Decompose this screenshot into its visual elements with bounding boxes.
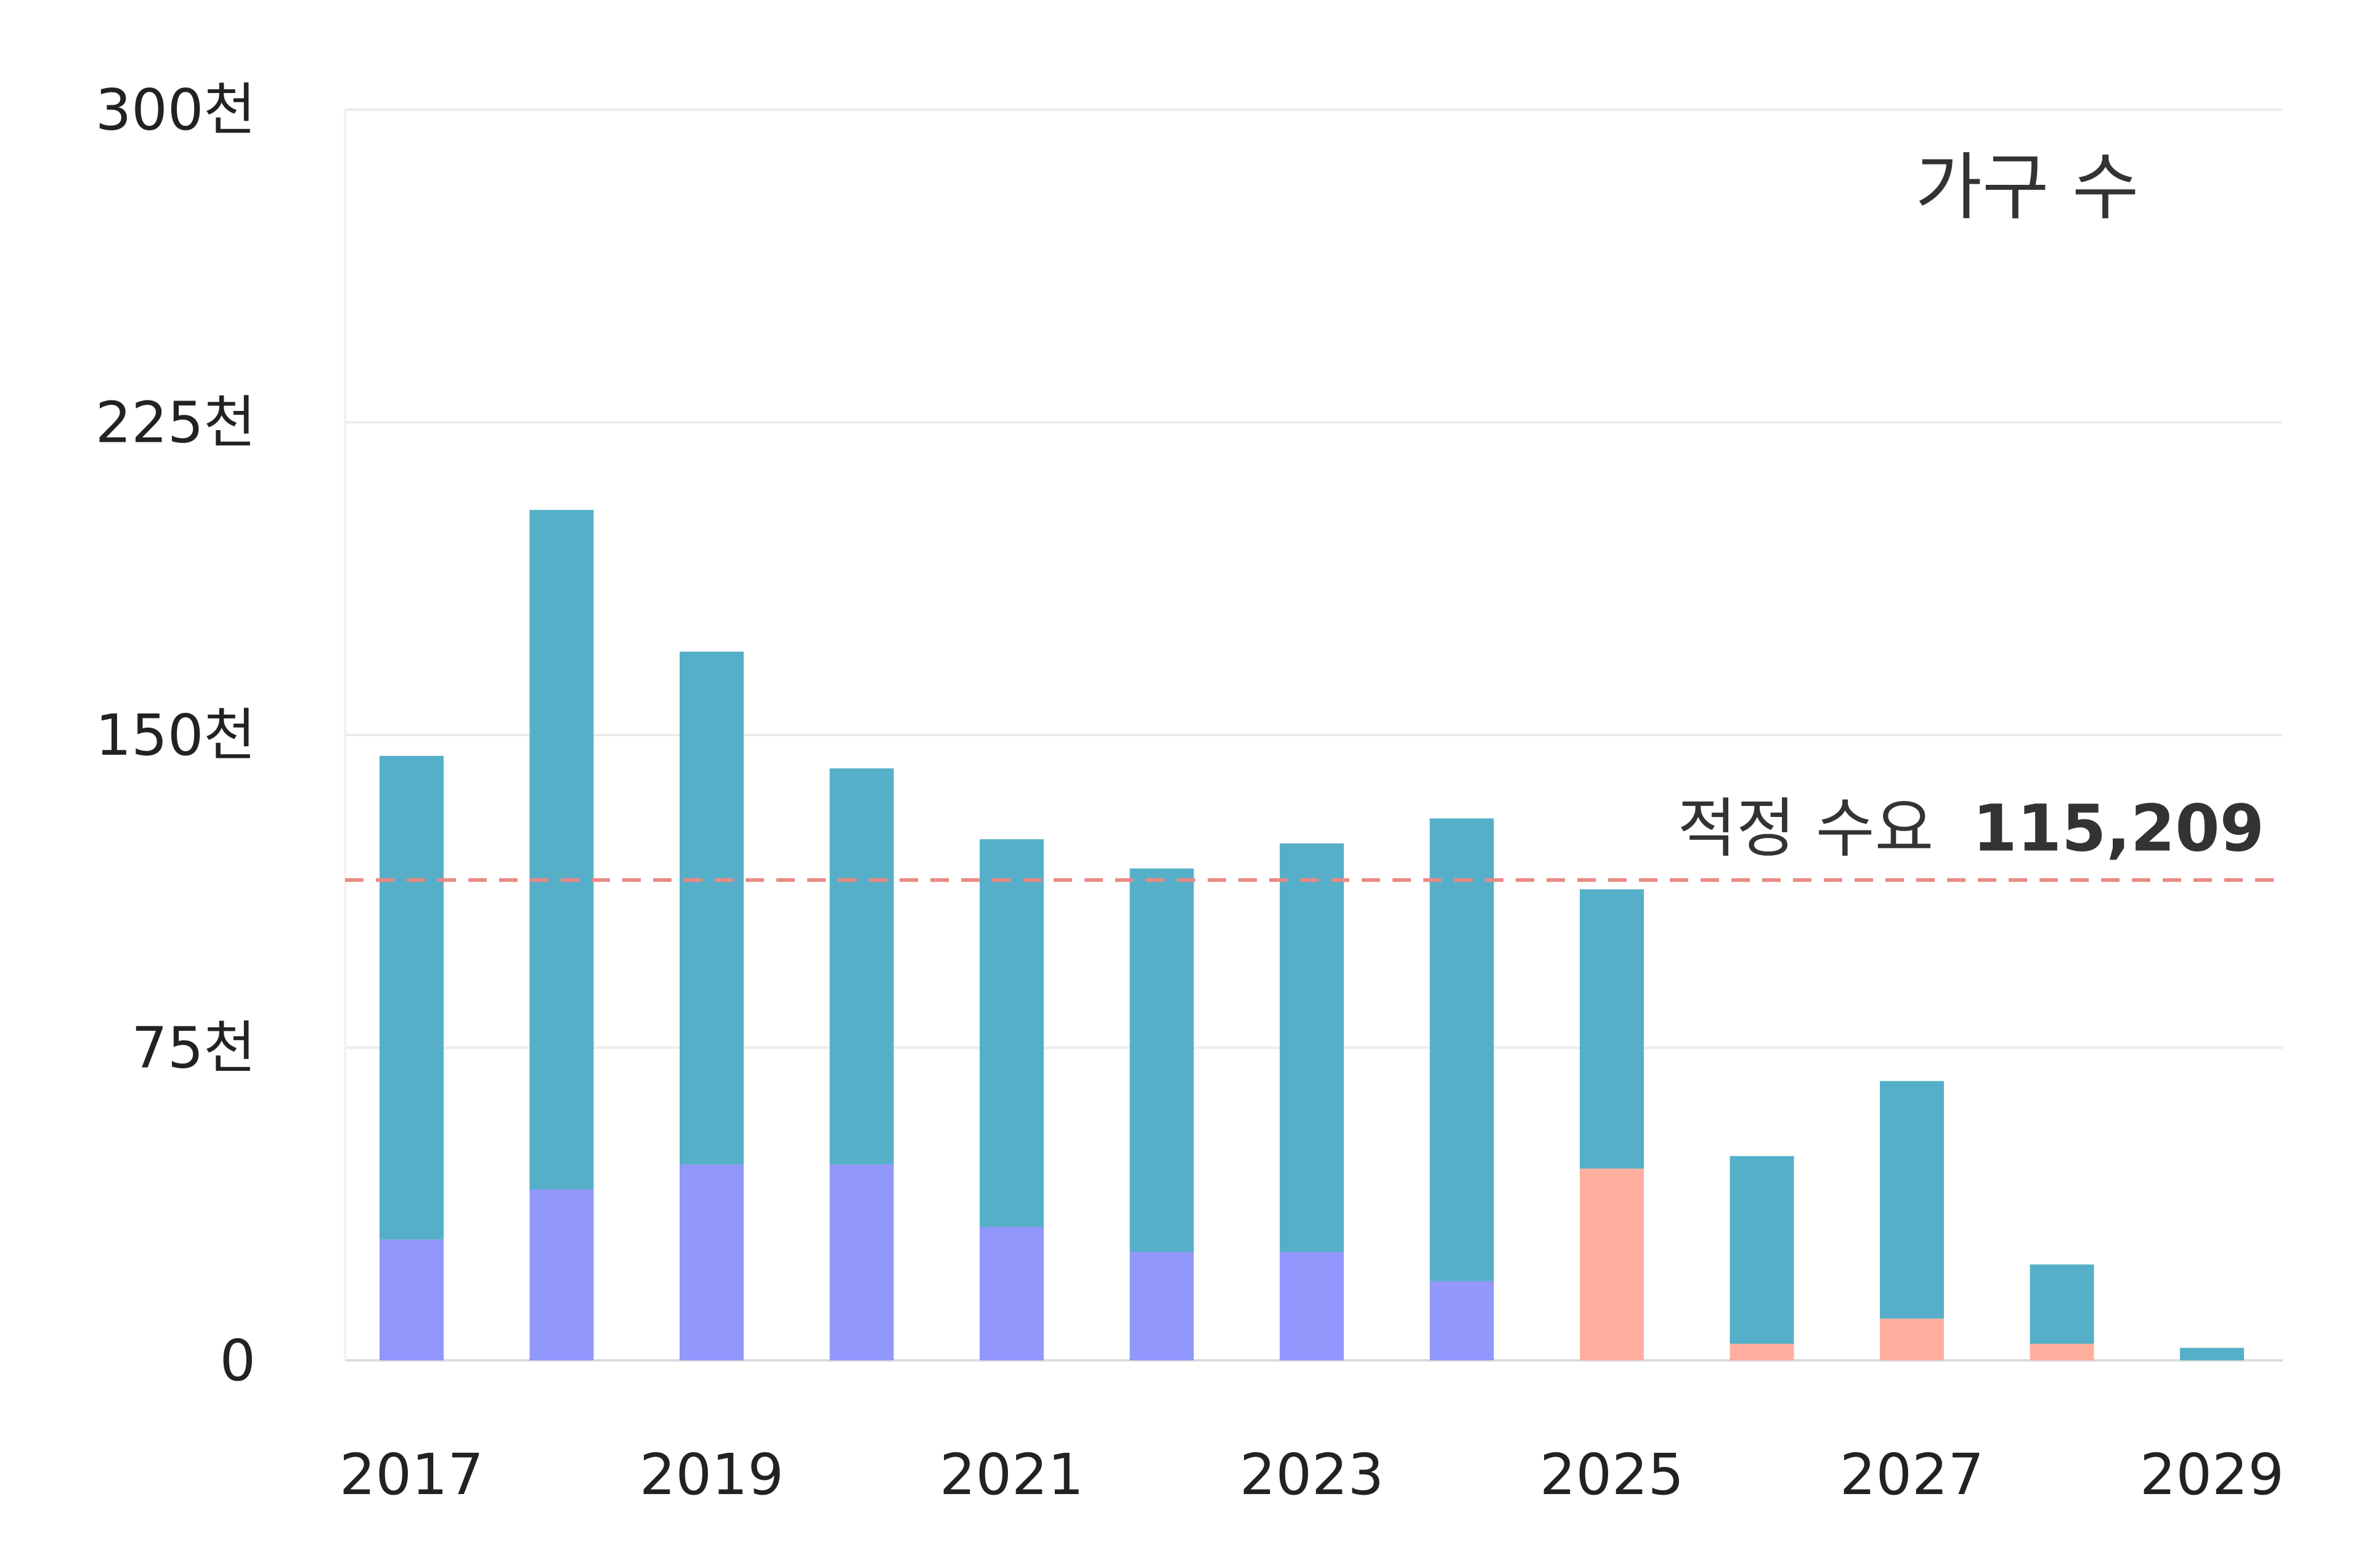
bar-segment-base-2021 [980, 1227, 1044, 1360]
bar-group-2024 [1429, 818, 1494, 1360]
bar-group-2020 [829, 768, 894, 1360]
bar-group-2021 [980, 839, 1044, 1360]
bar-segment-base-2027 [1880, 1318, 1944, 1360]
bar-segment-top-2017 [380, 755, 444, 1240]
x-tick-label: 2027 [1840, 1442, 1984, 1508]
bar-group-2027 [1880, 1081, 1944, 1360]
bar-segment-base-2028 [2030, 1343, 2094, 1360]
bar-group-2017 [380, 755, 444, 1360]
bar-segment-top-2022 [1129, 868, 1194, 1253]
bar-segment-top-2021 [980, 839, 1044, 1227]
gridlines [344, 108, 2283, 1362]
x-tick-label: 2021 [940, 1442, 1084, 1508]
bar-segment-top-2023 [1280, 843, 1344, 1253]
bar-segment-top-2029 [2180, 1347, 2244, 1360]
bar-group-2022 [1129, 868, 1194, 1360]
bar-segment-top-2025 [1580, 889, 1644, 1169]
bar-group-2019 [680, 651, 744, 1360]
x-tick-label: 2019 [640, 1442, 784, 1508]
y-tick-label: 0 [219, 1328, 256, 1394]
legend-label: 가구 수 [1915, 145, 2139, 230]
bar-segment-base-2017 [380, 1239, 444, 1360]
bar-segment-base-2023 [1280, 1252, 1344, 1360]
y-axis: 0 75천 150천 225천 300천 [96, 77, 256, 1394]
reference-line-group: 적정 수요 115,209 [345, 790, 2283, 882]
y-tick-label: 75천 [131, 1015, 256, 1081]
bar-segment-top-2020 [829, 768, 894, 1164]
x-axis: 2017 2019 2021 2023 2025 2027 2029 [339, 1442, 2284, 1508]
bar-segment-base-2022 [1129, 1252, 1194, 1360]
bar-group-2023 [1280, 843, 1344, 1360]
bar-group-2026 [1730, 1156, 1794, 1360]
bar-group-2025 [1580, 889, 1644, 1360]
x-tick-label: 2029 [2140, 1442, 2284, 1508]
reference-line-value: 115,209 [1972, 790, 2264, 866]
reference-line-prefix: 적정 수요 [1677, 790, 1933, 866]
x-tick-label: 2017 [339, 1442, 484, 1508]
y-tick-label: 225천 [96, 390, 256, 456]
bar-segment-top-2019 [680, 651, 744, 1164]
bar-segment-base-2020 [829, 1164, 894, 1360]
bar-segment-base-2019 [680, 1164, 744, 1360]
x-tick-label: 2023 [1240, 1442, 1384, 1508]
bar-segment-base-2018 [529, 1189, 594, 1360]
bar-segment-top-2028 [2030, 1264, 2094, 1344]
bar-group-2018 [529, 510, 594, 1360]
bar-segment-base-2025 [1580, 1168, 1644, 1360]
reference-line-label: 적정 수요 115,209 [1677, 790, 2264, 866]
bar-segment-top-2026 [1730, 1156, 1794, 1344]
bar-segment-top-2018 [529, 510, 594, 1190]
bar-segment-top-2024 [1429, 818, 1494, 1282]
bar-segment-base-2026 [1730, 1343, 1794, 1360]
y-tick-label: 150천 [96, 702, 256, 768]
y-tick-label: 300천 [96, 77, 256, 143]
bar-group-2028 [2030, 1264, 2094, 1360]
x-tick-label: 2025 [1540, 1442, 1684, 1508]
bar-segment-top-2027 [1880, 1081, 1944, 1319]
bar-group-2029 [2180, 1347, 2244, 1360]
bar-segment-base-2024 [1429, 1281, 1494, 1360]
bars [380, 510, 2244, 1360]
